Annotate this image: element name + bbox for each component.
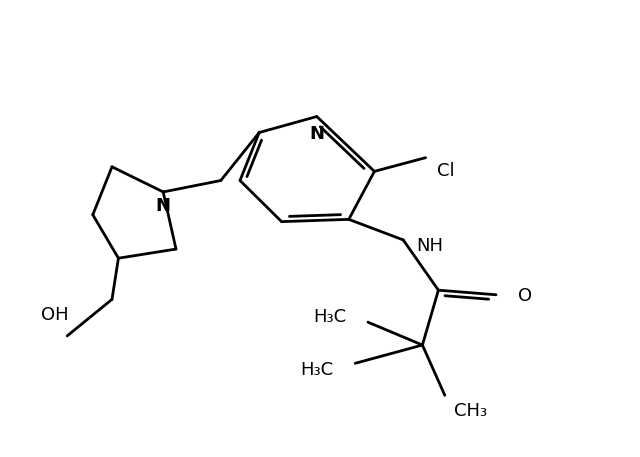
Text: H₃C: H₃C xyxy=(300,361,333,379)
Text: O: O xyxy=(518,287,532,305)
Text: N: N xyxy=(156,197,171,215)
Text: OH: OH xyxy=(40,306,68,324)
Text: H₃C: H₃C xyxy=(313,308,346,326)
Text: CH₃: CH₃ xyxy=(454,402,487,420)
Text: N: N xyxy=(309,125,324,143)
Text: NH: NH xyxy=(417,237,444,255)
Text: Cl: Cl xyxy=(437,162,455,181)
